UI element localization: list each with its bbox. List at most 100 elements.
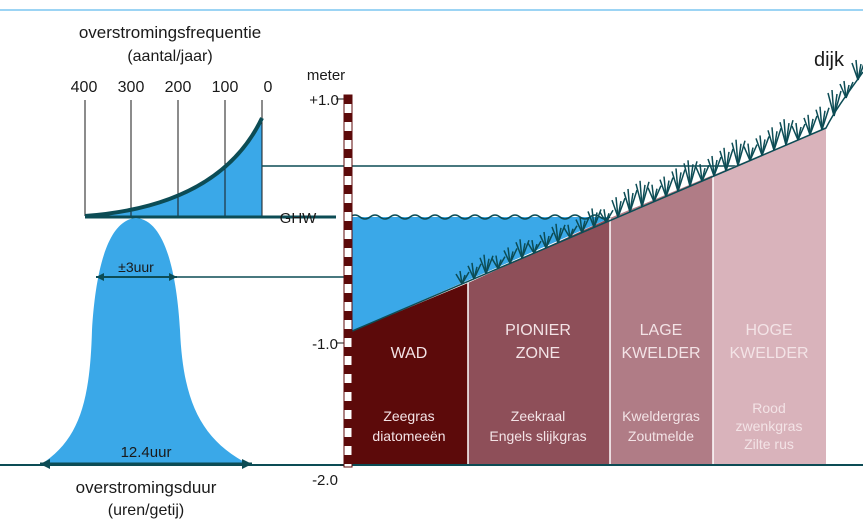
cross-section: WAD Zeegras diatomeeën PIONIER ZONE Zeek… bbox=[340, 59, 863, 466]
plant-blade bbox=[737, 140, 746, 166]
duration-unit: (uren/getij) bbox=[108, 502, 184, 519]
plant-blade bbox=[641, 181, 650, 208]
frequency-chart: overstromingsfrequentie (aantal/jaar) 40… bbox=[71, 23, 336, 219]
plant-blade bbox=[497, 256, 506, 269]
scale-stripe bbox=[344, 185, 352, 194]
duration-chart: ±3uur 12.4uur overstromingsduur (uren/ge… bbox=[40, 218, 252, 519]
zone-pionier bbox=[468, 218, 610, 465]
frequency-title: overstromingsfrequentie bbox=[79, 23, 261, 42]
plant-blade bbox=[809, 115, 818, 136]
scale-stripe bbox=[344, 167, 352, 176]
scale-stripe bbox=[344, 347, 352, 356]
zone-veg-pionier-2: Engels slijkgras bbox=[489, 428, 586, 444]
plant-blade bbox=[617, 197, 626, 218]
plant-blade bbox=[749, 144, 758, 161]
scale-stripe bbox=[344, 221, 352, 230]
zone-lage-kwelder bbox=[610, 175, 713, 465]
zone-hoge-kwelder bbox=[713, 128, 826, 465]
frequency-curve bbox=[84, 117, 264, 218]
scale-stripe bbox=[344, 311, 352, 320]
frequency-tick-200: 200 bbox=[165, 79, 192, 96]
frequency-tick-400: 400 bbox=[71, 79, 98, 96]
zone-veg-lage-2: Zoutmelde bbox=[628, 428, 694, 444]
scale-stripe bbox=[344, 113, 352, 122]
plant-blade bbox=[689, 161, 698, 187]
plant-blade bbox=[701, 164, 710, 182]
scale-unit: meter bbox=[307, 67, 345, 84]
plant-blade bbox=[605, 209, 614, 223]
scale-stripe bbox=[344, 257, 352, 266]
plant-blade bbox=[569, 225, 578, 239]
plant-blade bbox=[821, 107, 830, 130]
plant-blade bbox=[665, 177, 674, 197]
plant-blade bbox=[461, 271, 470, 285]
duration-inner-label: ±3uur bbox=[118, 259, 154, 275]
zone-label-hoge-2: KWELDER bbox=[729, 345, 808, 362]
plant-blade bbox=[485, 255, 494, 274]
scale-stripe bbox=[344, 383, 352, 392]
scale-stripe bbox=[344, 365, 352, 374]
scale-stripe bbox=[344, 203, 352, 212]
plant-blade bbox=[545, 232, 554, 249]
arrowhead-right-icon bbox=[169, 273, 177, 281]
scale-stripe bbox=[344, 149, 352, 158]
scale-stripe bbox=[344, 239, 352, 248]
zone-wad bbox=[350, 283, 468, 465]
dike-label: dijk bbox=[814, 49, 845, 71]
scale-stripe bbox=[344, 95, 352, 104]
plant-blade bbox=[557, 224, 566, 244]
scale-stripe bbox=[344, 293, 352, 302]
plant-blade bbox=[857, 64, 863, 81]
scale-tick-minus2: -2.0 bbox=[312, 472, 338, 489]
scale-stripe bbox=[344, 401, 352, 410]
plant-blade bbox=[785, 119, 794, 146]
scale-stripe bbox=[344, 329, 352, 338]
scale-stripe bbox=[344, 437, 352, 446]
scale-stripe bbox=[344, 131, 352, 140]
plant-blade bbox=[833, 90, 842, 117]
plant-blade bbox=[797, 123, 806, 141]
plant-blade bbox=[725, 148, 734, 172]
plant-blade bbox=[533, 240, 542, 254]
scale-tick-minus1: -1.0 bbox=[312, 336, 338, 353]
plant-blade bbox=[773, 128, 782, 151]
frequency-unit: (aantal/jaar) bbox=[127, 48, 212, 65]
plant-blade bbox=[677, 169, 686, 192]
plant-blade bbox=[713, 156, 722, 177]
ghw-label: GHW bbox=[280, 210, 318, 227]
vegetation bbox=[455, 59, 863, 285]
zone-veg-hoge-1: Rood bbox=[752, 400, 785, 416]
plant-blade bbox=[473, 263, 482, 280]
scale-stripe bbox=[344, 455, 352, 464]
plant-blade bbox=[653, 185, 662, 203]
zone-label-hoge-1: HOGE bbox=[745, 322, 792, 339]
scale-stripe bbox=[344, 419, 352, 428]
zone-label-pionier-1: PIONIER bbox=[505, 322, 571, 339]
zone-veg-pionier-1: Zeekraal bbox=[511, 408, 565, 424]
zone-label-lage-2: KWELDER bbox=[621, 345, 700, 362]
frequency-tick-300: 300 bbox=[118, 79, 145, 96]
zone-label-pionier-2: ZONE bbox=[516, 345, 560, 362]
plant-blade bbox=[761, 136, 770, 156]
zone-veg-wad-2: diatomeeën bbox=[372, 428, 445, 444]
zone-label-wad: WAD bbox=[391, 345, 428, 362]
duration-title: overstromingsduur bbox=[76, 478, 217, 497]
scale-stripes bbox=[344, 95, 352, 464]
zone-veg-hoge-2: zwenkgras bbox=[736, 418, 803, 434]
scale-stripe bbox=[344, 275, 352, 284]
plant-blade bbox=[509, 248, 518, 264]
plant-blade bbox=[521, 240, 530, 259]
arrowhead-left-icon bbox=[96, 273, 104, 281]
water-surface bbox=[349, 214, 611, 220]
duration-bell bbox=[40, 218, 250, 465]
depth-scale: meter +1.0 -1.0 -2.0 GHW bbox=[280, 67, 353, 489]
plant-blade bbox=[629, 189, 638, 213]
zone-veg-lage-1: Kweldergras bbox=[622, 408, 700, 424]
zone-veg-wad-1: Zeegras bbox=[383, 408, 434, 424]
duration-width-label: 12.4uur bbox=[121, 444, 172, 461]
frequency-tick-0: 0 bbox=[264, 79, 273, 96]
plant-blade bbox=[845, 81, 854, 99]
plant-blade bbox=[581, 217, 590, 233]
